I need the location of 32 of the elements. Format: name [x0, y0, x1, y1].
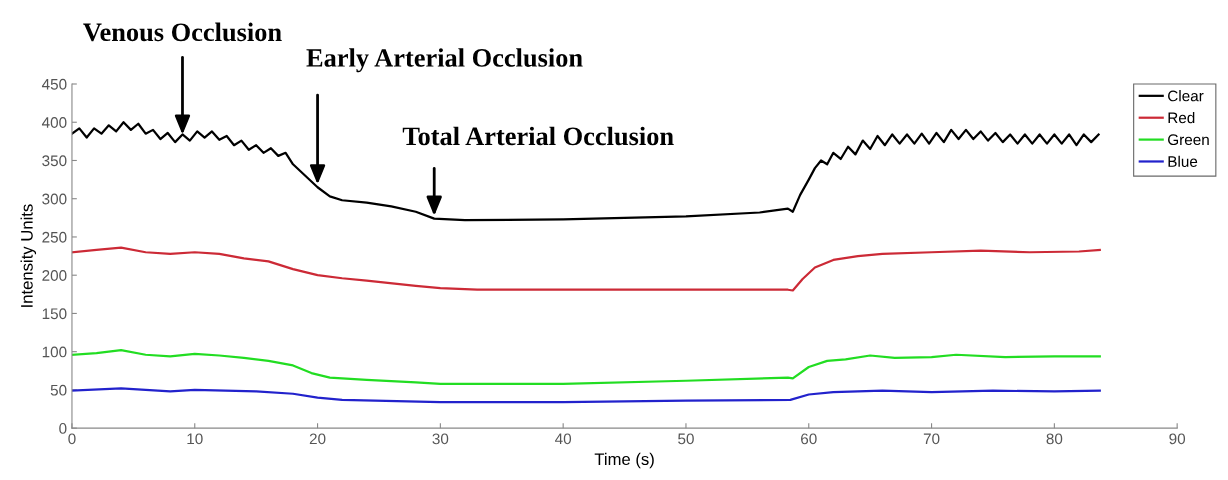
x-tick-label: 30	[432, 433, 449, 445]
y-tick-label: 250	[42, 231, 67, 243]
x-tick-label: 0	[68, 433, 76, 445]
x-tick-label: 90	[1169, 433, 1186, 445]
x-tick-label: 60	[801, 433, 817, 445]
y-tick-label: 200	[42, 270, 67, 281]
line-series	[71, 349, 1101, 385]
legend-label: Red	[1168, 111, 1195, 124]
y-tick-label: 300	[42, 193, 67, 205]
x-tick-label: 80	[1046, 433, 1063, 445]
x-tick-label: 10	[187, 433, 203, 445]
legend-label: Green	[1168, 134, 1209, 146]
x-axis-title: Time (s)	[594, 452, 654, 469]
y-axis-title: Intensity Units	[20, 204, 37, 307]
annotation: Total Arterial Occlusion	[402, 126, 674, 146]
y-tick-label: 100	[42, 346, 67, 358]
y-tick-label: 150	[42, 308, 67, 320]
y-tick-label: 350	[42, 155, 67, 167]
x-tick-label: 70	[923, 433, 940, 445]
line-series	[71, 246, 1101, 292]
y-tick-label: 50	[50, 384, 67, 396]
y-tick-label: 400	[41, 117, 67, 128]
legend-label: Clear	[1168, 90, 1204, 102]
x-tick-label: 50	[678, 433, 694, 445]
y-tick-label: 0	[59, 423, 67, 434]
x-tick-label: 20	[309, 433, 326, 445]
x-tick-label: 40	[555, 433, 572, 445]
y-tick-label: 450	[41, 78, 67, 90]
annotation: Venous Occlusion	[83, 22, 282, 42]
annotation: Early Arterial Occlusion	[306, 48, 583, 73]
line-series	[71, 387, 1101, 404]
legend-label: Blue	[1168, 155, 1198, 167]
